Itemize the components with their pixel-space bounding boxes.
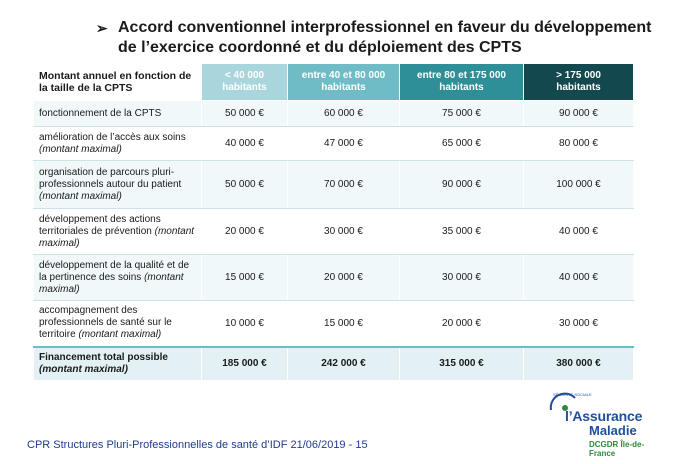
row-label: développement des actions territoriales … xyxy=(33,208,202,255)
total-cell: 315 000 € xyxy=(399,345,524,381)
table-cell: 30 000 € xyxy=(287,208,400,255)
table-cell: 90 000 € xyxy=(523,100,634,127)
total-cell: 242 000 € xyxy=(287,345,400,381)
table-cell: 70 000 € xyxy=(287,160,400,209)
column-header-line2: habitants xyxy=(222,82,267,93)
column-header-line1: > 175 000 xyxy=(556,70,601,81)
table-cell: 40 000 € xyxy=(201,126,288,161)
column-header-line2: habitants xyxy=(321,82,366,93)
total-label-note: (montant maximal) xyxy=(39,363,128,375)
logo-arc-icon xyxy=(549,392,576,411)
row-label: organisation de parcours pluri-professio… xyxy=(33,160,202,209)
row-label: fonctionnement de la CPTS xyxy=(33,100,202,127)
row-label-note: (montant maximal) xyxy=(39,271,184,295)
logo-tagline: SÉCURITÉ SOCIALE xyxy=(553,392,592,397)
slide-footer: CPR Structures Pluri-Professionnelles de… xyxy=(27,439,368,451)
title-text: Accord conventionnel interprofessionnel … xyxy=(118,19,652,56)
table-cell: 50 000 € xyxy=(201,160,288,209)
row-label-text: amélioration de l’accès aux soins xyxy=(39,131,186,143)
row-label-text: fonctionnement de la CPTS xyxy=(39,107,162,119)
table-row: accompagnement des professionnels de san… xyxy=(33,300,634,347)
logo-brand-line2: Maladie xyxy=(589,423,637,438)
assurance-maladie-logo: SÉCURITÉ SOCIALE l’Assurance Maladie DCG… xyxy=(545,388,665,458)
table-cell: 20 000 € xyxy=(201,208,288,255)
column-header-gt-175000: > 175 000 habitants xyxy=(523,63,634,101)
column-header-lt-40000: < 40 000 habitants xyxy=(201,63,288,101)
funding-table: Montant annuel en fonction de la taille … xyxy=(33,63,634,381)
table-cell: 60 000 € xyxy=(287,100,400,127)
total-cell: 185 000 € xyxy=(201,345,288,381)
table-row: développement des actions territoriales … xyxy=(33,208,634,255)
table-cell: 35 000 € xyxy=(399,208,524,255)
row-label-text: développement de la qualité et de la per… xyxy=(39,259,190,283)
table-cell: 10 000 € xyxy=(201,300,288,347)
column-header-line2: habitants xyxy=(439,82,484,93)
table-row: organisation de parcours pluri-professio… xyxy=(33,160,634,209)
total-cell: 380 000 € xyxy=(523,345,634,381)
table-cell: 30 000 € xyxy=(523,300,634,347)
row-label-note: (montant maximal) xyxy=(39,225,195,249)
table-cell: 75 000 € xyxy=(399,100,524,127)
total-label: Financement total possible (montant maxi… xyxy=(33,345,202,381)
table-cell: 15 000 € xyxy=(201,254,288,301)
table-cell: 15 000 € xyxy=(287,300,400,347)
row-label-text: organisation de parcours pluri-professio… xyxy=(39,166,182,190)
table-cell: 30 000 € xyxy=(399,254,524,301)
total-row: Financement total possible (montant maxi… xyxy=(33,345,634,381)
logo-region: DCGDR Île-de-France xyxy=(589,440,645,458)
column-header-line1: < 40 000 xyxy=(224,70,265,81)
row-label-note: (montant maximal) xyxy=(78,329,162,341)
table-cell: 47 000 € xyxy=(287,126,400,161)
row-label: développement de la qualité et de la per… xyxy=(33,254,202,301)
row-label: accompagnement des professionnels de san… xyxy=(33,300,202,347)
title-bullet-icon: ➢ xyxy=(96,20,108,36)
column-header-line1: entre 80 et 175 000 xyxy=(417,70,506,81)
table-cell: 20 000 € xyxy=(399,300,524,347)
column-header-40-80000: entre 40 et 80 000 habitants xyxy=(287,63,400,101)
column-header-line1: entre 40 et 80 000 xyxy=(301,70,386,81)
slide-title: ➢ Accord conventionnel interprofessionne… xyxy=(96,18,658,58)
table-row: amélioration de l’accès aux soins (monta… xyxy=(33,126,634,161)
column-header-80-175000: entre 80 et 175 000 habitants xyxy=(399,63,524,101)
column-header-line2: habitants xyxy=(556,82,601,93)
total-label-text: Financement total possible xyxy=(39,351,168,363)
logo-brand-line1: l’Assurance xyxy=(565,408,643,424)
row-label-text: développement des actions territoriales … xyxy=(39,213,161,237)
table-cell: 40 000 € xyxy=(523,208,634,255)
table-cell: 65 000 € xyxy=(399,126,524,161)
table-cell: 80 000 € xyxy=(523,126,634,161)
table-row: fonctionnement de la CPTS 50 000 € 60 00… xyxy=(33,100,634,127)
table-cell: 90 000 € xyxy=(399,160,524,209)
corner-header: Montant annuel en fonction de la taille … xyxy=(33,63,202,101)
table-cell: 20 000 € xyxy=(287,254,400,301)
table-cell: 100 000 € xyxy=(523,160,634,209)
row-label: amélioration de l’accès aux soins (monta… xyxy=(33,126,202,161)
table-cell: 50 000 € xyxy=(201,100,288,127)
row-label-text: accompagnement des professionnels de san… xyxy=(39,305,172,341)
table-row: développement de la qualité et de la per… xyxy=(33,254,634,301)
table-cell: 40 000 € xyxy=(523,254,634,301)
row-label-note: (montant maximal) xyxy=(39,143,122,155)
header-row: Montant annuel en fonction de la taille … xyxy=(33,63,634,101)
row-label-note: (montant maximal) xyxy=(39,190,122,202)
